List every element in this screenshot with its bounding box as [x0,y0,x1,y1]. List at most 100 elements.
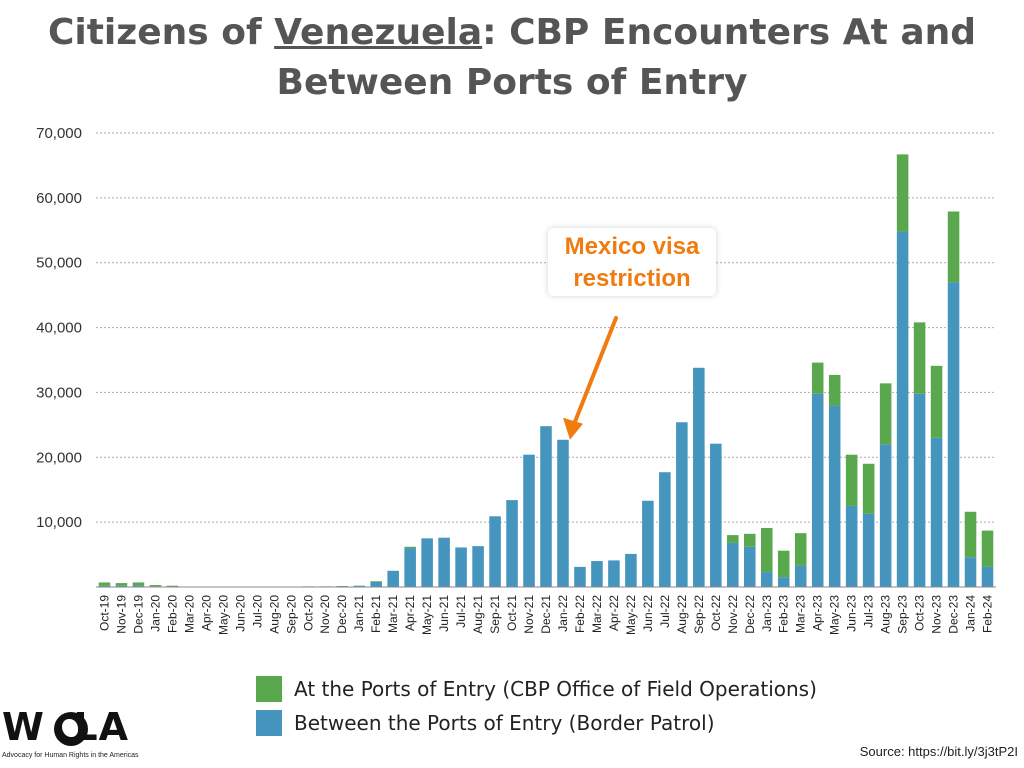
bar-ports-of-entry [981,530,994,567]
x-tick-label: Apr-20 [199,595,213,631]
annotation-box [548,228,716,296]
y-tick-label: 20,000 [36,449,82,466]
bar-border-patrol [574,566,586,587]
x-tick-label: Dec-21 [539,595,553,634]
x-tick-label: Mar-23 [794,595,808,633]
x-tick-label: Jun-22 [641,595,655,632]
bar-border-patrol [794,565,807,587]
bar-border-patrol [659,472,671,587]
y-tick-label: 10,000 [36,514,82,531]
x-tick-label: Apr-21 [403,595,417,631]
legend-item-ports: At the Ports of Entry (CBP Office of Fie… [256,676,817,702]
bar-border-patrol [676,422,688,587]
bar-ports-of-entry [760,527,773,573]
bar-border-patrol [930,437,943,587]
x-axis-ticks: Oct-19 Nov-19 Dec-19 Jan-20 Feb-20 Mar-20 Apr-… [97,595,994,635]
x-tick-label: Feb-22 [573,595,587,633]
bar-ports-of-entry [879,383,892,445]
x-tick-label: Dec-22 [743,595,757,634]
x-tick-label: Jan-20 [148,595,162,632]
legend-swatch-ports [256,676,282,702]
x-tick-label: Jul-23 [862,595,876,628]
x-tick-label: Sep-22 [692,595,706,634]
x-tick-label: Jan-21 [352,595,366,632]
x-tick-label: Oct-20 [301,595,315,631]
x-tick-label: Nov-21 [522,595,536,634]
bar-border-patrol [777,577,790,587]
bar-ports-of-entry [845,454,858,506]
legend-label-ports: At the Ports of Entry (CBP Office of Fie… [294,677,817,701]
bar-border-patrol [506,500,518,587]
bar-border-patrol [981,566,994,587]
bar-border-patrol [472,546,484,587]
y-axis-ticks: 10,000 20,000 30,000 40,000 50,000 60,000 70,0… [36,125,82,531]
bar-ports-of-entry [794,533,807,566]
annotation-arrow-shaft [572,316,618,424]
x-tick-label: May-22 [624,595,638,635]
bar-border-patrol [879,444,892,587]
x-tick-label: Feb-20 [165,595,179,633]
x-tick-label: Jul-21 [454,595,468,628]
bar-border-patrol [862,513,875,587]
bar-border-patrol [760,572,773,587]
bar-ports-of-entry [166,585,179,587]
bar-border-patrol [455,547,467,587]
bar-border-patrol [727,542,739,587]
bar-ports-of-entry [947,211,960,283]
bar-ports-of-entry [964,511,977,558]
bar-border-patrol [353,585,365,587]
x-tick-label: Nov-20 [318,595,332,634]
bar-border-patrol [947,282,960,587]
x-tick-label: May-23 [828,595,842,635]
x-tick-label: Jan-22 [556,595,570,632]
x-tick-label: Oct-19 [97,595,111,631]
y-tick-label: 40,000 [36,320,82,337]
bar-ports-of-entry [744,533,756,547]
bar-ports-of-entry [896,154,909,232]
bar-border-patrol [845,505,858,587]
annotation-text: Mexico visa [565,233,700,260]
bar-border-patrol [591,561,603,587]
x-tick-label: Aug-22 [675,595,689,634]
bar-border-patrol [387,570,399,587]
bar-border-patrol [523,454,535,587]
globe-icon [54,712,88,746]
bar-border-patrol [625,553,637,587]
stacked-bar-chart: 10,000 20,000 30,000 40,000 50,000 60,000 70,0… [36,125,996,635]
bar-ports-of-entry [370,581,382,582]
legend-label-border-patrol: Between the Ports of Entry (Border Patro… [294,711,715,735]
bars [98,154,994,587]
x-tick-label: Sep-21 [488,595,502,634]
bar-ports-of-entry [913,322,926,394]
bar-border-patrol [744,546,756,587]
bar-border-patrol [98,585,111,587]
bar-border-patrol [404,548,416,587]
bar-ports-of-entry [828,374,841,406]
y-tick-label: 30,000 [36,384,82,401]
x-tick-label: Dec-19 [131,595,145,634]
annotation-text: restriction [573,265,690,292]
bar-border-patrol [913,393,926,587]
source-citation: Source: https://bit.ly/3j3tP2I [859,744,1018,759]
bar-border-patrol [828,405,841,587]
x-tick-label: Nov-23 [930,595,944,634]
x-tick-label: Oct-22 [709,595,723,631]
x-tick-label: Jun-23 [845,595,859,632]
y-tick-label: 60,000 [36,190,82,207]
x-tick-label: Mar-21 [386,595,400,633]
x-tick-label: Mar-20 [182,595,196,633]
bar-border-patrol [811,393,824,587]
x-tick-label: Nov-19 [114,595,128,634]
bar-border-patrol [896,231,909,587]
x-tick-label: Jun-20 [233,595,247,632]
bar-ports-of-entry [862,463,875,514]
x-tick-label: May-21 [420,595,434,635]
x-tick-label: Feb-21 [369,595,383,633]
x-tick-label: Jan-24 [964,595,978,632]
y-tick-label: 50,000 [36,255,82,272]
bar-border-patrol [964,557,977,587]
x-tick-label: Dec-20 [335,595,349,634]
x-tick-label: May-20 [216,595,230,635]
x-tick-label: Aug-20 [267,595,281,634]
x-tick-label: Oct-21 [505,595,519,631]
